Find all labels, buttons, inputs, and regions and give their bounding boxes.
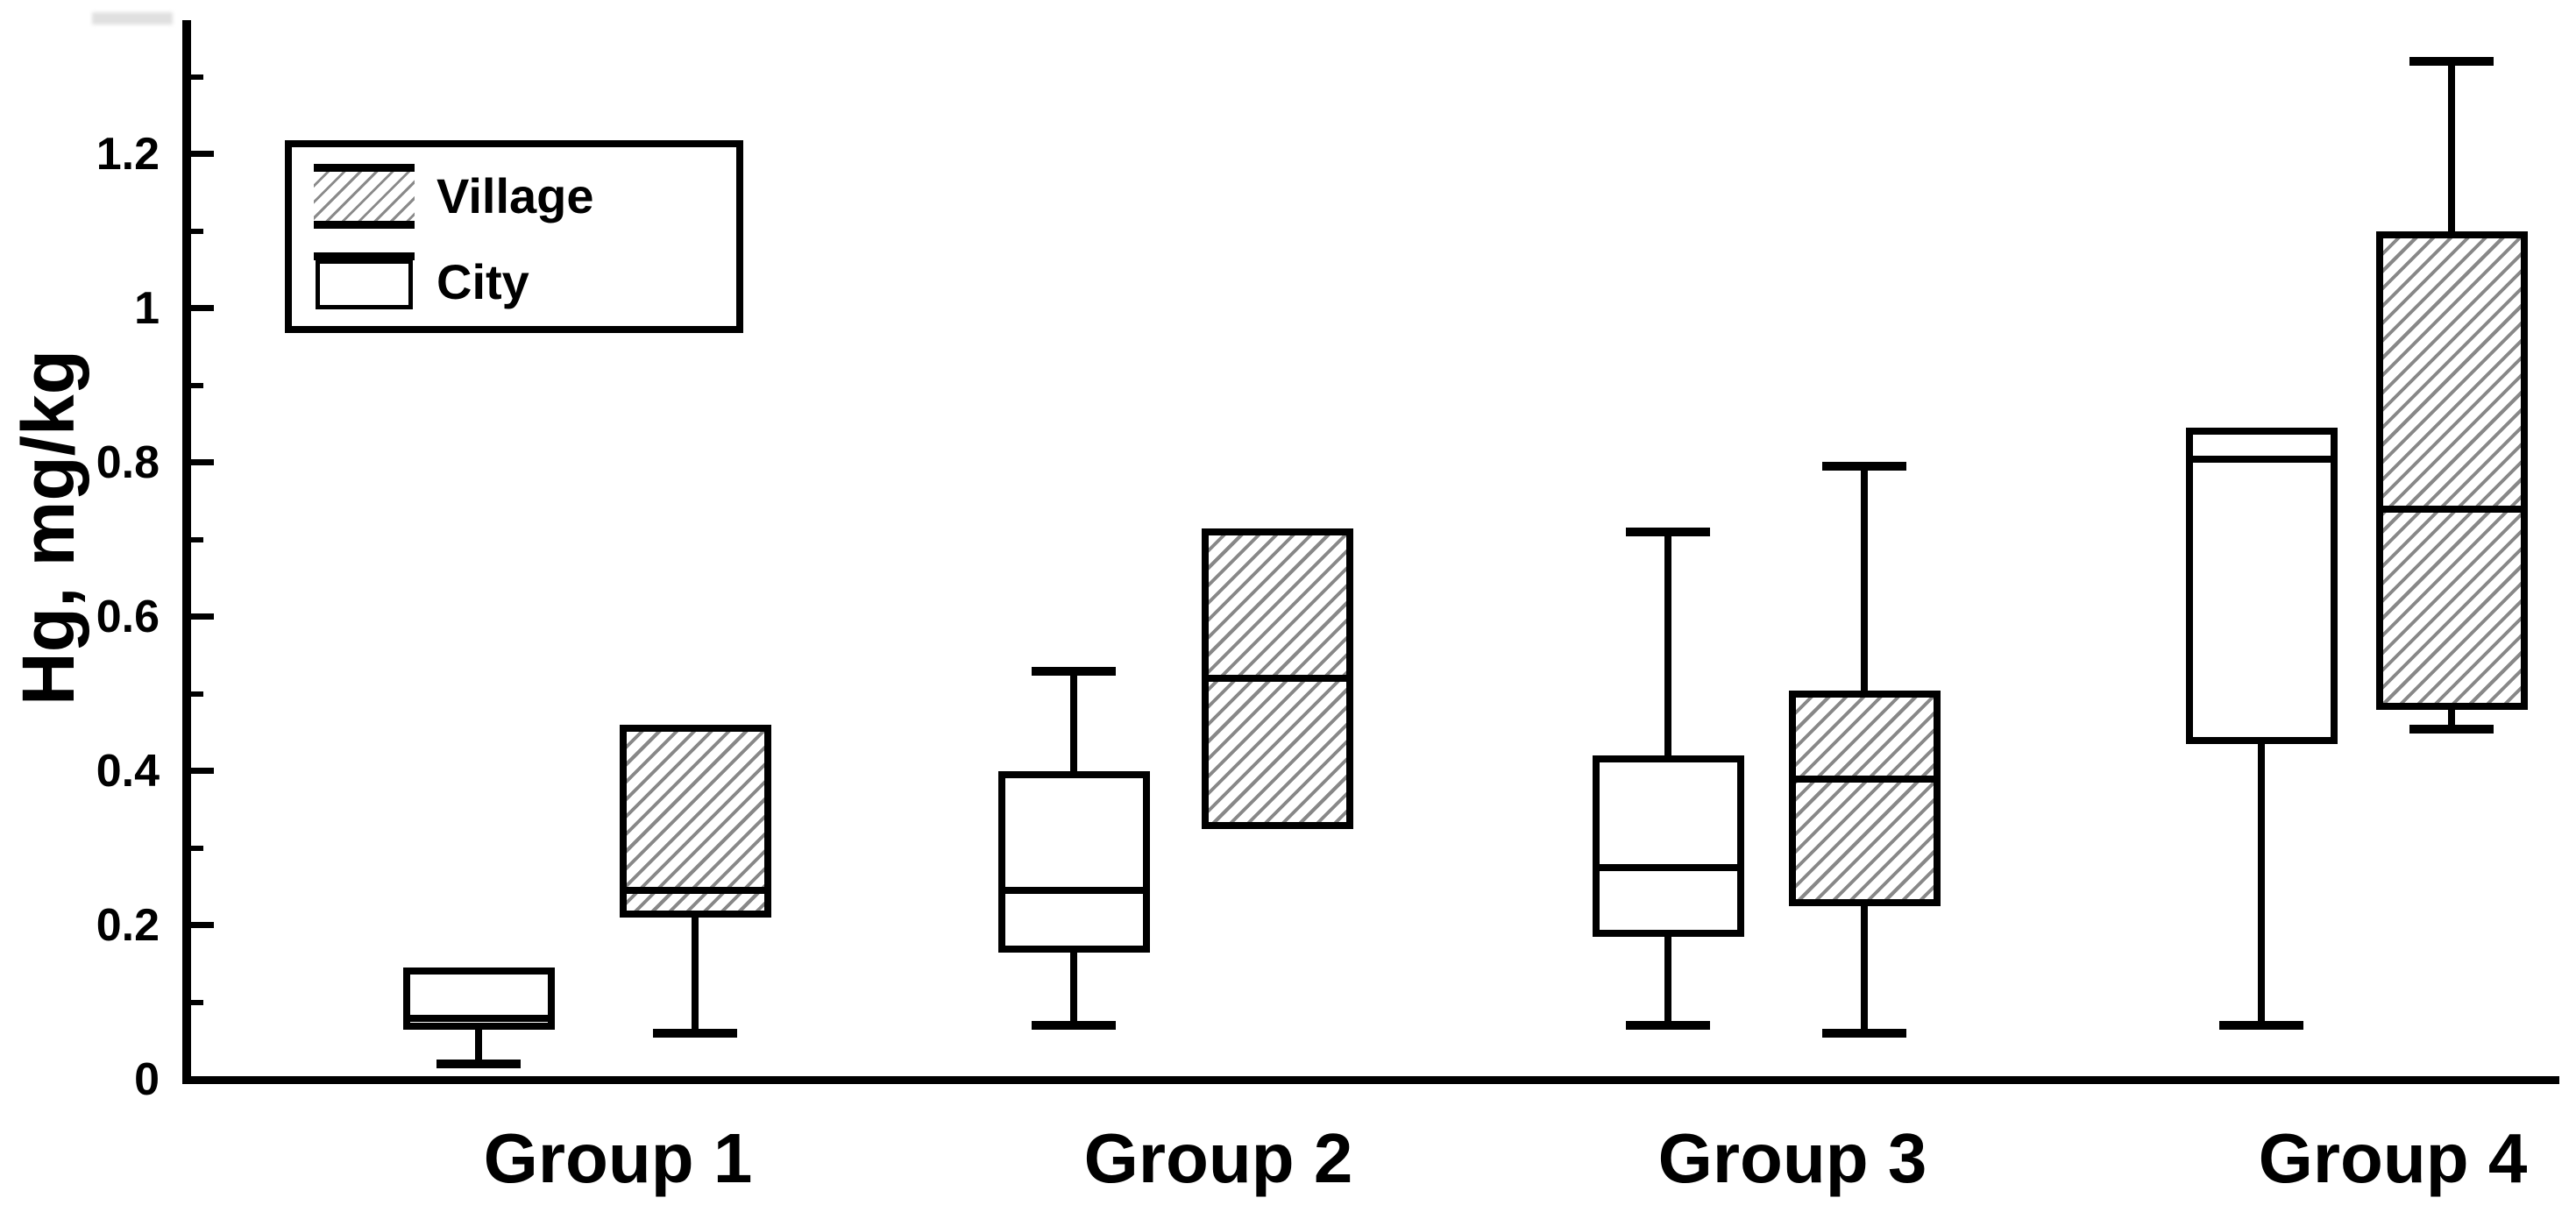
whisker-cap-low-city-1	[436, 1060, 521, 1069]
median-line-village-4	[2375, 505, 2528, 513]
category-label-1: Group 1	[483, 1119, 753, 1197]
whisker-line-low-village-1	[692, 918, 699, 1034]
whisker-line-high-city-2	[1070, 670, 1077, 771]
box-city-2	[997, 771, 1150, 953]
whisker-line-low-city-4	[2258, 744, 2265, 1026]
legend-label-village: Village	[436, 168, 594, 223]
median-line-village-1	[619, 887, 771, 895]
y-major-tick-0.8	[191, 459, 214, 465]
y-minor-tick-0.1	[191, 1000, 203, 1005]
y-major-tick-0.6	[191, 613, 214, 620]
y-minor-tick-1.1	[191, 229, 203, 234]
median-line-village-2	[1201, 675, 1353, 683]
box-city-3	[1592, 755, 1744, 938]
legend-village-swatch-top-line	[314, 164, 415, 172]
whisker-cap-low-city-2	[1032, 1021, 1116, 1031]
y-minor-tick-0.3	[191, 846, 203, 851]
whisker-line-low-city-3	[1664, 937, 1671, 1026]
y-minor-tick-0.7	[191, 537, 203, 542]
whisker-line-low-city-2	[1070, 952, 1077, 1026]
category-label-2: Group 2	[1083, 1119, 1353, 1197]
x-axis-line	[182, 1076, 2559, 1084]
box-village-1	[619, 725, 771, 918]
box-city-4	[2185, 428, 2338, 745]
y-minor-tick-0.5	[191, 691, 203, 697]
whisker-line-low-village-4	[2448, 709, 2455, 729]
legend-village-swatch-bottom-line	[314, 221, 415, 229]
whisker-cap-low-village-1	[653, 1029, 737, 1038]
whisker-cap-high-village-3	[1822, 462, 1906, 471]
y-minor-tick-1.3	[191, 74, 203, 80]
whisker-line-low-village-3	[1861, 906, 1868, 1034]
y-tick-label-1.2: 1.2	[96, 129, 160, 180]
y-axis-line	[182, 20, 191, 1083]
whisker-line-high-village-3	[1861, 466, 1868, 691]
legend: Village City	[285, 140, 743, 333]
category-label-4: Group 4	[2258, 1119, 2528, 1197]
median-line-city-1	[402, 1014, 555, 1022]
y-tick-label-0.4: 0.4	[96, 746, 160, 797]
y-major-tick-1	[191, 305, 214, 311]
y-tick-label-1: 1	[134, 283, 160, 334]
median-line-city-3	[1592, 864, 1744, 871]
y-tick-label-0.6: 0.6	[96, 592, 160, 642]
box-village-4	[2375, 231, 2528, 710]
legend-village-hatch-swatch-icon	[314, 172, 415, 221]
median-line-city-2	[997, 887, 1150, 895]
y-tick-label-0.8: 0.8	[96, 437, 160, 488]
whisker-cap-low-city-4	[2219, 1021, 2303, 1031]
legend-city-box-swatch-icon	[316, 259, 413, 309]
whisker-cap-high-village-4	[2409, 57, 2494, 67]
y-major-tick-0.4	[191, 768, 214, 774]
y-minor-tick-0.9	[191, 383, 203, 388]
y-major-tick-1.2	[191, 151, 214, 157]
y-major-tick-0.2	[191, 922, 214, 928]
whisker-cap-high-city-2	[1032, 666, 1116, 676]
whisker-cap-low-village-4	[2409, 724, 2494, 734]
whisker-cap-high-city-3	[1626, 528, 1710, 537]
artifact-smudge	[92, 12, 173, 25]
whisker-cap-low-city-3	[1626, 1021, 1710, 1031]
whisker-line-high-city-3	[1664, 532, 1671, 756]
y-tick-label-0.2: 0.2	[96, 900, 160, 951]
whisker-line-low-city-1	[475, 1029, 482, 1065]
y-tick-label-0: 0	[134, 1054, 160, 1105]
box-village-3	[1788, 690, 1941, 906]
whisker-cap-low-village-3	[1822, 1029, 1906, 1038]
category-label-3: Group 3	[1657, 1119, 1927, 1197]
legend-label-city: City	[436, 254, 529, 309]
median-line-village-3	[1788, 775, 1941, 783]
legend-city-swatch-top-line	[314, 252, 415, 260]
whisker-line-high-village-4	[2448, 61, 2455, 231]
median-line-city-4	[2185, 455, 2338, 463]
